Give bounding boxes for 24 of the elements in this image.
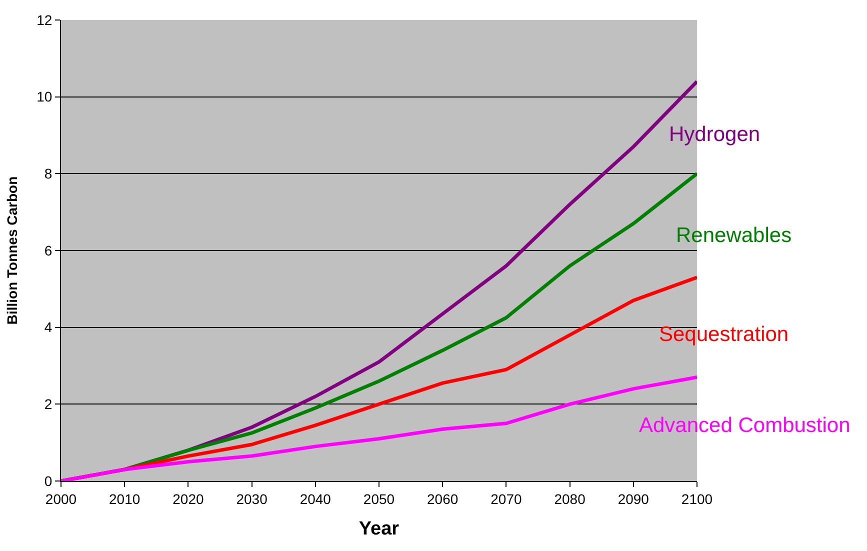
y-tick-label: 10 bbox=[36, 88, 52, 105]
y-tick-label: 2 bbox=[44, 396, 52, 412]
x-tick-label: 2010 bbox=[109, 490, 140, 507]
x-tick-label: 2030 bbox=[236, 490, 268, 507]
x-tick-label: 2040 bbox=[300, 490, 332, 507]
series-label: Sequestration bbox=[659, 323, 789, 346]
x-tick-label: 2070 bbox=[490, 490, 522, 507]
x-tick-label: 2100 bbox=[681, 490, 713, 507]
y-tick-label: 0 bbox=[44, 472, 52, 489]
series-label: Advanced Combustion bbox=[639, 414, 850, 437]
x-tick-label: 2090 bbox=[618, 490, 650, 507]
series-label: Renewables bbox=[676, 224, 792, 247]
y-tick-label: 8 bbox=[44, 166, 52, 182]
x-axis-title: Year bbox=[358, 518, 400, 540]
x-tick-label: 2020 bbox=[172, 490, 204, 507]
y-tick-label: 6 bbox=[44, 242, 52, 258]
x-tick-label: 2000 bbox=[45, 490, 77, 507]
y-tick-label: 12 bbox=[36, 12, 52, 28]
x-tick-label: 2050 bbox=[363, 490, 395, 507]
y-tick-label: 4 bbox=[44, 319, 52, 336]
x-tick-label: 2060 bbox=[427, 490, 458, 507]
x-tick-label: 2080 bbox=[554, 490, 586, 507]
y-axis-title: Billion Tonnes Carbon bbox=[4, 176, 20, 325]
series-label: Hydrogen bbox=[669, 123, 760, 146]
